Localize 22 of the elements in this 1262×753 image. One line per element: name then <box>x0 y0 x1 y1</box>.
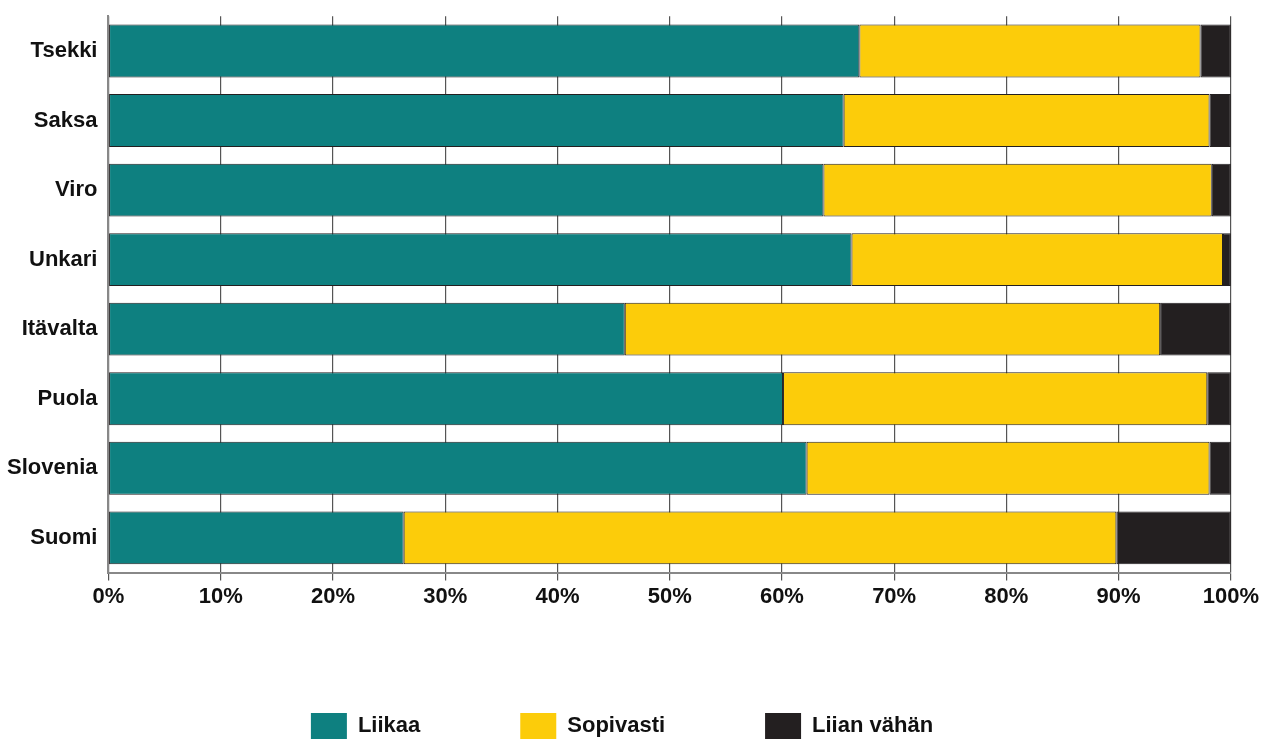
x-tick-label: 100% <box>1202 582 1260 608</box>
x-tick-label: 70% <box>872 582 917 608</box>
y-tick-label: Viro <box>55 176 98 202</box>
x-tick-label: 20% <box>310 582 355 608</box>
y-tick-label: Itävalta <box>21 315 99 341</box>
x-tick-label: 80% <box>984 582 1029 608</box>
legend-label: Liikaa <box>357 712 422 738</box>
x-tick-label: 50% <box>647 582 692 608</box>
y-tick-label: Puola <box>37 384 99 410</box>
y-tick-label: Slovenia <box>7 454 99 480</box>
legend-label: Liian vähän <box>812 712 934 738</box>
y-tick-label: Saksa <box>33 106 99 132</box>
x-tick-label: 10% <box>198 582 243 608</box>
y-tick-label: Suomi <box>30 523 98 549</box>
y-tick-label: Unkari <box>29 245 98 271</box>
x-tick-label: 90% <box>1096 582 1141 608</box>
x-tick-label: 30% <box>423 582 468 608</box>
x-tick-label: 40% <box>535 582 580 608</box>
x-tick-label: 60% <box>759 582 804 608</box>
y-tick-label: Tsekki <box>30 37 98 63</box>
x-tick-label: 0% <box>92 582 125 608</box>
legend-label: Sopivasti <box>567 712 666 738</box>
